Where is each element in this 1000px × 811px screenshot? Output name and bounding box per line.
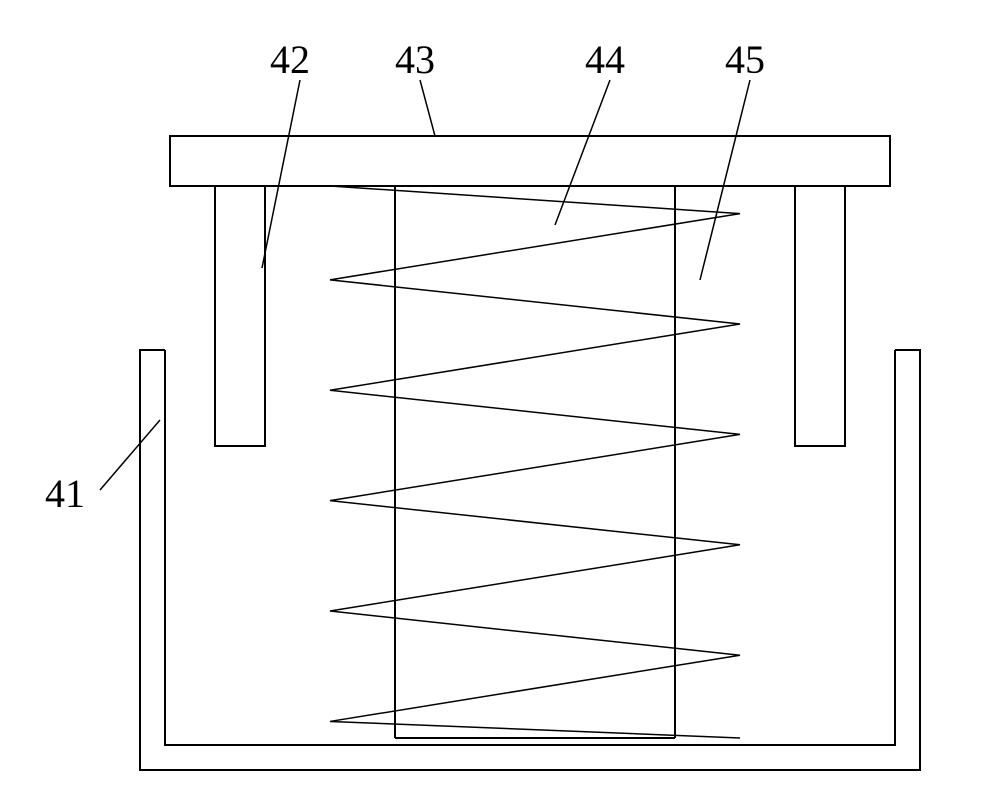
right-leg bbox=[795, 186, 845, 446]
diagram-svg bbox=[0, 0, 1000, 811]
inner-shell bbox=[165, 350, 895, 745]
label-41: 41 bbox=[45, 470, 85, 517]
leader-l43 bbox=[420, 80, 435, 136]
top-plate bbox=[170, 136, 890, 186]
leader-l42 bbox=[262, 80, 300, 268]
label-44: 44 bbox=[585, 36, 625, 83]
leader-l41 bbox=[100, 420, 160, 490]
label-45: 45 bbox=[725, 36, 765, 83]
outer-shell bbox=[140, 350, 920, 770]
left-leg bbox=[215, 186, 265, 446]
leader-l45 bbox=[700, 80, 750, 280]
spring bbox=[330, 186, 740, 738]
label-43: 43 bbox=[395, 36, 435, 83]
label-42: 42 bbox=[270, 36, 310, 83]
